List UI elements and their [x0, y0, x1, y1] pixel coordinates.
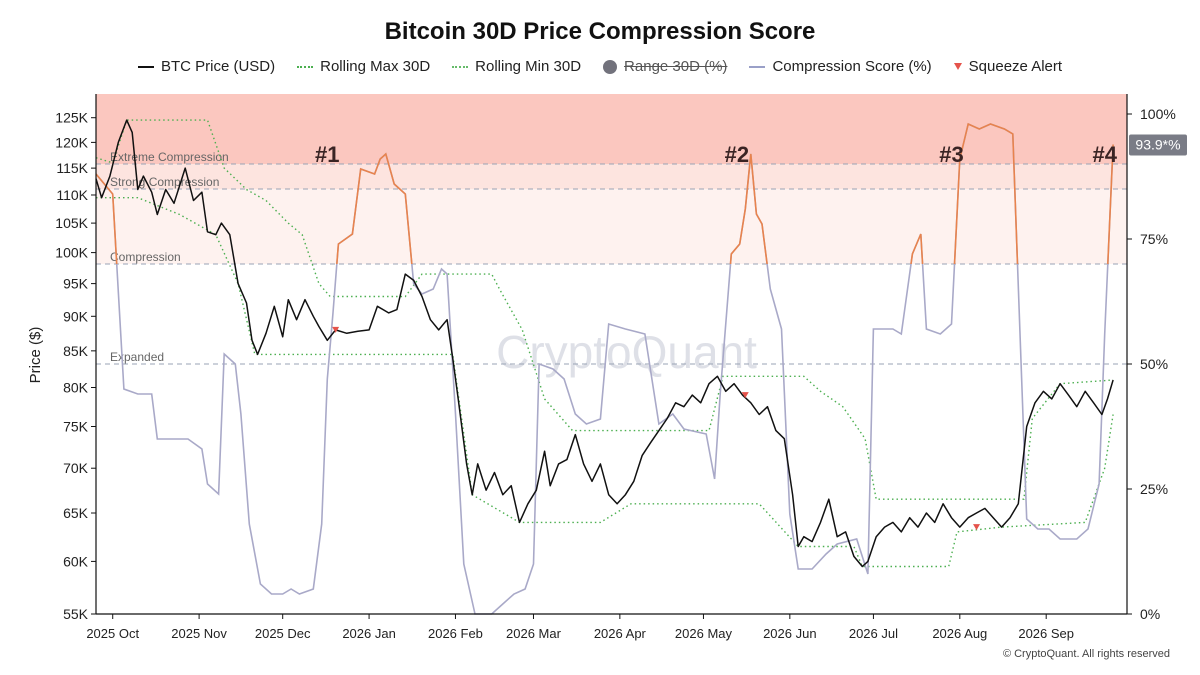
legend-label: Rolling Max 30D [320, 58, 431, 75]
x-tick-label: 2026 Apr [594, 626, 647, 641]
series-group [95, 119, 1114, 615]
last-value-badge [1129, 134, 1187, 156]
legend-label: BTC Price (USD) [160, 58, 276, 75]
x-tick-label: 2026 Feb [428, 626, 483, 641]
legend-item-btc-price[interactable]: BTC Price (USD) [137, 58, 276, 75]
zone-label: Strong Compression [110, 175, 219, 189]
legend-dotted-line-icon [297, 65, 314, 68]
legend-label: Rolling Min 30D [475, 58, 582, 75]
zone-threshold-lines: Extreme Compression Strong Compression Com… [96, 150, 1127, 365]
zone-label: Extreme Compression [110, 150, 229, 164]
annotation-label: #3 [939, 142, 963, 167]
left-tick-label: 75K [63, 419, 89, 435]
compression-score-line [95, 122, 1114, 615]
legend: BTC Price (USD) Rolling Max 30D Rolling … [0, 58, 1200, 75]
x-tick-label: 2026 Jan [342, 626, 396, 641]
legend-circle-icon [603, 59, 618, 74]
left-tick-label: 90K [63, 308, 89, 324]
legend-item-rolling-max[interactable]: Rolling Max 30D [297, 58, 430, 75]
legend-label: Squeeze Alert [968, 58, 1063, 75]
left-tick-label: 85K [63, 343, 89, 359]
legend-item-rolling-min[interactable]: Rolling Min 30D [452, 58, 581, 75]
right-tick-label: 0% [1140, 606, 1160, 622]
axes-group: 55K 60K 65K 70K 75K 80K 85K 90K 95K 100K 105K 110K 1… [27, 94, 1187, 641]
legend-label: Compression Score (%) [772, 58, 932, 75]
squeeze-alert-marker [973, 524, 981, 531]
x-tick-label: 2026 Aug [932, 626, 987, 641]
left-tick-label: 100K [55, 245, 88, 261]
copyright-text: © CryptoQuant. All rights reserved [1002, 648, 1170, 660]
x-tick-label: 2026 Sep [1018, 626, 1074, 641]
squeeze-alert-marker [332, 326, 340, 333]
left-tick-label: 125K [55, 110, 88, 126]
left-tick-label: 65K [63, 505, 89, 521]
left-tick-label: 95K [63, 276, 89, 292]
right-tick-label: 50% [1140, 356, 1168, 372]
triangle-down-icon [953, 63, 962, 70]
x-tick-label: 2026 Mar [506, 626, 562, 641]
x-tick-label: 2025 Oct [86, 626, 139, 641]
zone-bands [96, 94, 1127, 264]
annotation-label: #2 [725, 142, 749, 167]
left-tick-label: 60K [63, 553, 89, 569]
annotation-label: #4 [1092, 142, 1117, 167]
squeeze-alert-marker [741, 392, 749, 399]
x-tick-label: 2026 May [675, 626, 733, 641]
zone-band-extreme [96, 94, 1127, 164]
legend-item-squeeze-alert[interactable]: Squeeze Alert [953, 58, 1063, 75]
legend-line-icon [749, 65, 766, 68]
right-tick-label: 75% [1140, 231, 1168, 247]
legend-dotted-line-icon [452, 65, 469, 68]
left-tick-label: 55K [63, 606, 89, 622]
legend-label: Range 30D (%) [624, 58, 728, 75]
legend-item-compression-score[interactable]: Compression Score (%) [749, 58, 932, 75]
left-tick-label: 70K [63, 460, 89, 476]
left-tick-label: 110K [56, 187, 88, 203]
zone-label: Expanded [110, 350, 164, 364]
left-tick-label: 80K [63, 379, 89, 395]
x-tick-label: 2026 Jun [763, 626, 817, 641]
x-tick-label: 2025 Dec [255, 626, 311, 641]
zone-band-strong [96, 164, 1127, 189]
legend-line-icon [137, 65, 154, 68]
last-value-badge-label: 93.9*% [1135, 137, 1180, 153]
annotation-label: #1 [315, 142, 339, 167]
zone-label: Compression [110, 250, 181, 264]
left-axis-title: Price ($) [27, 327, 44, 384]
btc-price-line [95, 119, 1114, 568]
x-tick-label: 2026 Jul [849, 626, 898, 641]
left-tick-label: 115K [56, 160, 88, 176]
rolling-min-line [96, 197, 1114, 568]
left-tick-label: 105K [55, 215, 88, 231]
right-tick-label: 100% [1140, 106, 1176, 122]
zone-band-compression [96, 189, 1127, 264]
x-tick-label: 2025 Nov [171, 626, 227, 641]
left-tick-label: 120K [55, 134, 88, 150]
right-tick-label: 25% [1140, 481, 1168, 497]
chart-title: Bitcoin 30D Price Compression Score [384, 18, 816, 45]
legend-item-range-30d[interactable]: Range 30D (%) [603, 58, 727, 75]
annotations-group: #1 #2 #3 #4 [315, 142, 1118, 531]
